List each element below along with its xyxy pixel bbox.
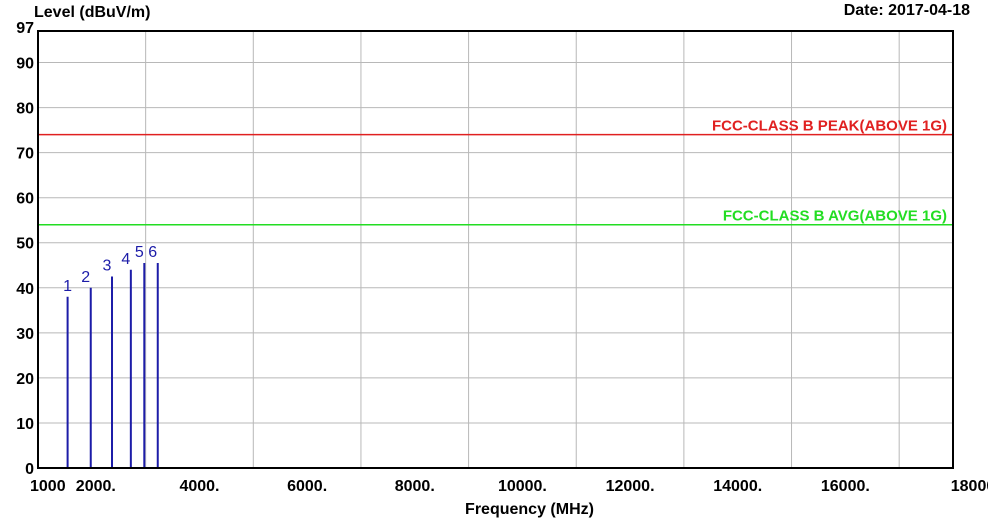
limit-lines: FCC-CLASS B PEAK(ABOVE 1G) FCC-CLASS B AV…	[38, 118, 953, 226]
x-tick-label: 8000.	[395, 478, 435, 495]
y-tick-label: 10	[16, 416, 34, 433]
y-axis-ticks: 0 10 20 30 40 50 60 70 80 90 97	[16, 20, 34, 478]
marker-label: 6	[148, 244, 157, 261]
marker-label: 4	[121, 251, 130, 268]
measurement-markers: 123 4 5 6	[63, 244, 159, 468]
y-axis-title: Level (dBuV/m)	[34, 4, 151, 21]
x-axis-ticks: 1000 2000. 4000. 6000. 8000. 10000. 12000. 1400…	[30, 478, 988, 495]
y-tick-label: 97	[16, 20, 34, 37]
marker-label: 3	[103, 258, 112, 275]
y-tick-label: 50	[16, 236, 34, 253]
plot-frame	[37, 30, 954, 469]
x-tick-label: 14000.	[713, 478, 762, 495]
y-tick-label: 40	[16, 281, 34, 298]
y-tick-label: 70	[16, 146, 34, 163]
x-tick-label: 16000.	[821, 478, 870, 495]
x-tick-label: 4000.	[179, 478, 219, 495]
grid-lines	[37, 31, 953, 468]
y-tick-label: 0	[25, 461, 34, 478]
y-tick-label: 30	[16, 326, 34, 343]
x-tick-label: 12000.	[606, 478, 655, 495]
marker-label: 1	[63, 278, 72, 295]
x-tick-label: 6000.	[287, 478, 327, 495]
x-tick-label: 10000.	[498, 478, 547, 495]
limit-line-label: FCC-CLASS B PEAK(ABOVE 1G)	[712, 118, 947, 135]
limit-line-label: FCC-CLASS B AVG(ABOVE 1G)	[723, 208, 947, 225]
x-axis-title: Frequency (MHz)	[465, 501, 594, 518]
marker-label: 2	[81, 269, 90, 286]
x-tick-label: 1000	[30, 478, 66, 495]
y-tick-label: 80	[16, 101, 34, 118]
date-label: Date: 2017-04-18	[843, 2, 970, 19]
y-tick-label: 20	[16, 371, 34, 388]
x-tick-label: 18000	[951, 478, 988, 495]
y-tick-label: 60	[16, 191, 34, 208]
marker-label: 5	[135, 244, 144, 261]
y-tick-label: 90	[16, 56, 34, 73]
x-tick-label: 2000.	[76, 478, 116, 495]
